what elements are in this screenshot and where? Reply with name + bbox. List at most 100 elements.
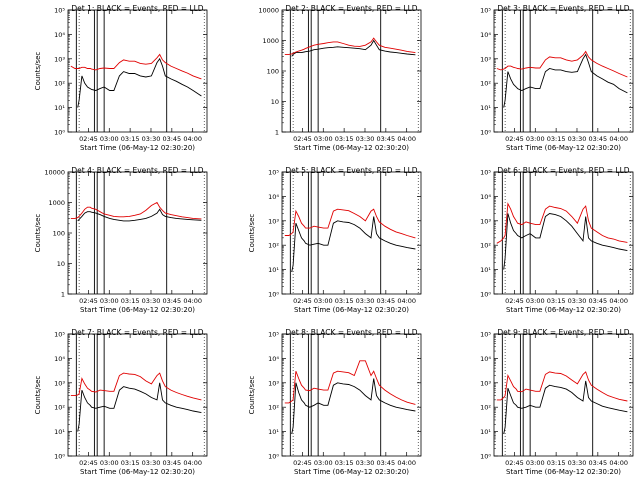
lld-series-line bbox=[70, 53, 202, 80]
x-tick-label: 03:15 bbox=[547, 135, 566, 143]
events-series-line bbox=[77, 382, 202, 432]
y-tick-label: 10¹ bbox=[480, 428, 491, 436]
x-tick-label: 04:00 bbox=[609, 459, 628, 467]
y-tick-label: 1 bbox=[275, 129, 279, 137]
x-tick-label: 03:15 bbox=[121, 459, 140, 467]
y-tick-label: 10¹ bbox=[268, 428, 279, 436]
x-tick-label: 03:15 bbox=[335, 135, 354, 143]
x-tick-label: 04:00 bbox=[183, 297, 202, 305]
x-tick-label: 03:00 bbox=[526, 459, 545, 467]
y-tick-label: 10³ bbox=[480, 217, 491, 225]
y-tick-label: 10⁰ bbox=[268, 291, 279, 299]
events-series-line bbox=[77, 57, 202, 108]
y-tick-label: 10 bbox=[271, 98, 279, 106]
y-tick-label: 10⁴ bbox=[268, 355, 279, 363]
x-axis-label: Start Time (06-May-12 02:30:20) bbox=[294, 144, 409, 152]
x-tick-label: 03:00 bbox=[314, 297, 333, 305]
y-tick-label: 10¹ bbox=[54, 104, 65, 112]
y-tick-label: 10⁵ bbox=[480, 331, 491, 339]
events-series-line bbox=[503, 53, 628, 108]
y-tick-label: 10² bbox=[480, 80, 491, 88]
x-axis-label: Start Time (06-May-12 02:30:20) bbox=[80, 144, 195, 152]
x-axis-label: Start Time (06-May-12 02:30:20) bbox=[80, 306, 195, 314]
y-tick-label: 1000 bbox=[262, 37, 279, 45]
lld-series-line bbox=[70, 201, 202, 220]
x-tick-label: 02:45 bbox=[505, 135, 524, 143]
y-tick-label: 10³ bbox=[268, 217, 279, 225]
x-tick-label: 03:30 bbox=[568, 297, 587, 305]
y-tick-label: 10² bbox=[268, 242, 279, 250]
x-tick-label: 03:30 bbox=[142, 135, 161, 143]
chart-title: Det 9: BLACK = Events, RED = LLD bbox=[497, 328, 629, 337]
x-axis-label: Start Time (06-May-12 02:30:20) bbox=[80, 468, 195, 476]
y-tick-label: 10⁴ bbox=[480, 193, 491, 201]
x-tick-label: 03:00 bbox=[100, 135, 119, 143]
y-tick-label: 10² bbox=[54, 80, 65, 88]
lld-series-line bbox=[496, 371, 628, 402]
plot-frame bbox=[67, 333, 208, 457]
x-tick-label: 03:00 bbox=[526, 135, 545, 143]
chart-title: Det 2: BLACK = Events, RED = LLD bbox=[285, 4, 417, 13]
y-tick-label: 10⁴ bbox=[480, 355, 491, 363]
y-tick-label: 10³ bbox=[480, 55, 491, 63]
x-axis-label: Start Time (06-May-12 02:30:20) bbox=[506, 306, 621, 314]
x-tick-label: 03:30 bbox=[356, 297, 375, 305]
x-tick-label: 04:00 bbox=[397, 135, 416, 143]
y-tick-label: 10³ bbox=[268, 379, 279, 387]
y-tick-label: 10⁰ bbox=[480, 453, 491, 461]
chart-title: Det 3: BLACK = Events, RED = LLD bbox=[497, 4, 629, 13]
events-series-line bbox=[291, 39, 416, 57]
y-tick-label: 10000 bbox=[44, 169, 65, 177]
x-tick-label: 02:45 bbox=[505, 297, 524, 305]
y-tick-label: 10³ bbox=[54, 379, 65, 387]
x-tick-label: 03:00 bbox=[100, 297, 119, 305]
y-tick-label: 10⁵ bbox=[480, 169, 491, 177]
y-tick-label: 10¹ bbox=[54, 428, 65, 436]
plot-frame bbox=[67, 171, 208, 295]
x-tick-label: 03:15 bbox=[547, 459, 566, 467]
events-series-line bbox=[503, 380, 628, 435]
y-tick-label: 10² bbox=[54, 404, 65, 412]
x-tick-label: 03:30 bbox=[142, 297, 161, 305]
y-tick-label: 10⁰ bbox=[268, 453, 279, 461]
x-tick-label: 03:45 bbox=[376, 297, 395, 305]
y-tick-label: 10⁰ bbox=[54, 129, 65, 137]
x-tick-label: 03:30 bbox=[142, 459, 161, 467]
plot-frame bbox=[281, 171, 422, 295]
events-series-line bbox=[77, 208, 202, 222]
x-tick-label: 03:30 bbox=[356, 135, 375, 143]
y-tick-label: 10⁵ bbox=[54, 331, 65, 339]
chart-title: Det 7: BLACK = Events, RED = LLD bbox=[71, 328, 203, 337]
x-tick-label: 04:00 bbox=[609, 297, 628, 305]
chart-title: Det 6: BLACK = Events, RED = LLD bbox=[497, 166, 629, 175]
x-tick-label: 02:45 bbox=[293, 459, 312, 467]
y-tick-label: 10⁰ bbox=[480, 291, 491, 299]
x-tick-label: 04:00 bbox=[397, 297, 416, 305]
events-series-line bbox=[291, 216, 416, 273]
x-axis-label: Start Time (06-May-12 02:30:20) bbox=[506, 468, 621, 476]
chart-panel-7: 10⁰ 10¹ 10² 10³ 10⁴ 10⁵ 02:45 03:00 03:15 03:30 03… bbox=[34, 328, 208, 476]
chart-title: Det 5: BLACK = Events, RED = LLD bbox=[285, 166, 417, 175]
x-axis-label: Start Time (06-May-12 02:30:20) bbox=[294, 468, 409, 476]
x-tick-label: 03:30 bbox=[568, 135, 587, 143]
x-tick-label: 03:00 bbox=[314, 459, 333, 467]
x-tick-label: 03:15 bbox=[121, 135, 140, 143]
plot-frame bbox=[493, 333, 634, 457]
y-tick-label: 10¹ bbox=[268, 266, 279, 274]
y-tick-label: 10³ bbox=[54, 55, 65, 63]
chart-panel-9: 10⁰ 10¹ 10² 10³ 10⁴ 10⁵ 02:45 03:00 03:15 03:30 03… bbox=[480, 328, 634, 476]
x-tick-label: 03:00 bbox=[526, 297, 545, 305]
x-tick-label: 02:45 bbox=[79, 135, 98, 143]
y-tick-label: 10⁵ bbox=[480, 7, 491, 15]
x-tick-label: 04:00 bbox=[609, 135, 628, 143]
x-tick-label: 02:45 bbox=[293, 297, 312, 305]
x-tick-label: 04:00 bbox=[183, 459, 202, 467]
y-tick-label: 10² bbox=[480, 242, 491, 250]
y-tick-label: 100 bbox=[53, 230, 65, 238]
chart-panel-4: 1 10 100 1000 10000 02:45 03:00 03:15 03:30 03:45… bbox=[34, 166, 208, 314]
y-tick-label: 10¹ bbox=[480, 266, 491, 274]
lld-series-line bbox=[284, 360, 416, 405]
plot-frame bbox=[281, 9, 422, 133]
lld-series-line bbox=[496, 202, 628, 244]
